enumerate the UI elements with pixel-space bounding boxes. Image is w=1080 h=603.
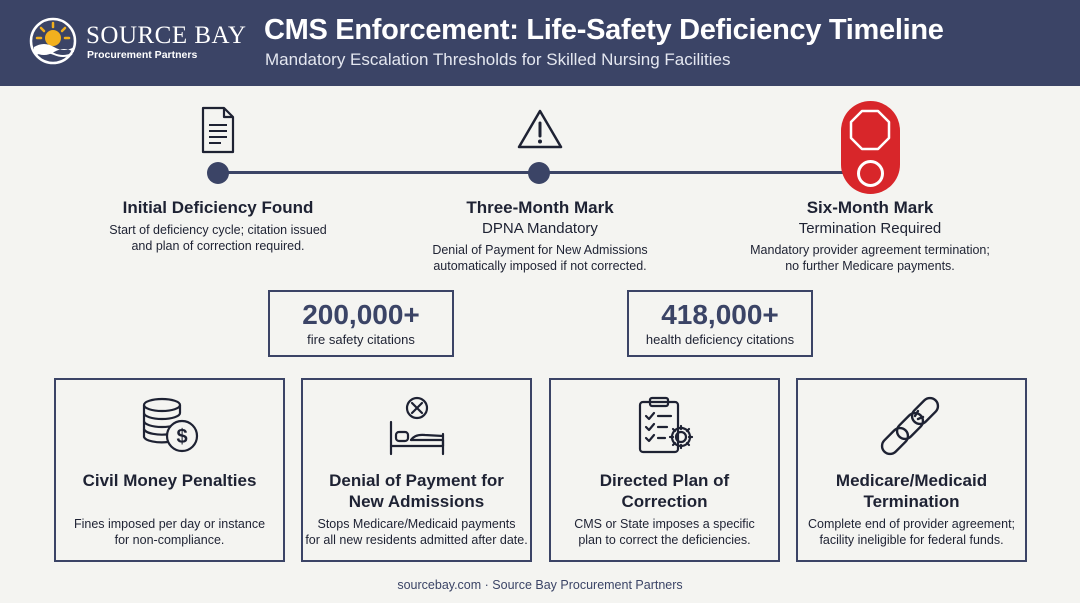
broken-chain-icon: [880, 396, 939, 456]
card-termination: Medicare/Medicaid Termination Complete e…: [796, 378, 1027, 562]
svg-text:$: $: [176, 426, 187, 448]
milestone-desc-line1: Mandatory provider agreement termination…: [750, 243, 990, 257]
document-icon: [201, 106, 235, 154]
milestone-three-month: Three-Month Mark DPNA Mandatory Denial o…: [410, 198, 670, 274]
card-title: Civil Money Penalties: [82, 471, 257, 490]
milestone-desc-line1: Start of deficiency cycle; citation issu…: [109, 223, 327, 237]
card-title: Directed Plan of Correction: [599, 471, 730, 511]
coins-dollar-icon: $: [142, 397, 198, 453]
milestone-desc-line2: no further Medicare payments.: [785, 259, 955, 273]
milestone-title: Initial Deficiency Found: [122, 198, 314, 217]
card-description: Stops Medicare/Medicaid payments for all…: [305, 517, 528, 547]
milestone-six-month: Six-Month Mark Termination Required Mand…: [735, 198, 1005, 274]
brand-name: SOURCE BAY: [86, 22, 247, 49]
page-subtitle: Mandatory Escalation Thresholds for Skil…: [265, 50, 731, 69]
card-description: CMS or State imposes a specific plan to …: [574, 517, 755, 547]
stat-fire-safety: 200,000+ fire safety citations: [268, 290, 454, 357]
stat-value: 418,000+: [661, 299, 779, 330]
card-denial-of-payment: Denial of Payment for New Admissions Sto…: [301, 378, 532, 562]
card-civil-money-penalties: $ Civil Money Penalties Fines imposed pe…: [54, 378, 285, 562]
stat-health-deficiency: 418,000+ health deficiency citations: [627, 290, 813, 357]
milestone-desc-line1: Denial of Payment for New Admissions: [432, 243, 648, 257]
milestone-title: Six-Month Mark: [806, 198, 934, 217]
milestone-subtitle: DPNA Mandatory: [482, 220, 598, 237]
milestone-desc-line2: automatically imposed if not corrected.: [433, 259, 647, 273]
clipboard-gear-icon: [638, 396, 693, 454]
card-description: Complete end of provider agreement; faci…: [807, 517, 1016, 547]
timeline-node-six-month: [857, 160, 884, 187]
milestone-title: Three-Month Mark: [466, 198, 614, 217]
card-title: Medicare/Medicaid Termination: [835, 471, 988, 511]
stop-sign-icon: [849, 109, 891, 151]
sun-wave-logo-icon: [29, 17, 77, 65]
page-title: CMS Enforcement: Life-Safety Deficiency …: [264, 14, 944, 46]
milestone-desc-line2: and plan of correction required.: [131, 239, 305, 253]
warning-icon: [517, 109, 563, 149]
stat-value: 200,000+: [302, 299, 420, 330]
brand-subtitle: Procurement Partners: [87, 49, 198, 61]
card-description: Fines imposed per day or instance for no…: [73, 517, 266, 547]
card-title: Denial of Payment for New Admissions: [329, 471, 504, 511]
stat-label: health deficiency citations: [645, 332, 795, 347]
timeline-node-three-month: [528, 162, 550, 184]
header-bar: SOURCE BAY Procurement Partners CMS Enfo…: [0, 0, 1080, 86]
brand-logo[interactable]: SOURCE BAY Procurement Partners: [28, 16, 246, 72]
milestone-subtitle: Termination Required: [798, 220, 942, 237]
card-directed-plan: Directed Plan of Correction CMS or State…: [549, 378, 780, 562]
bed-denied-icon: [389, 396, 444, 456]
timeline-node-initial: [207, 162, 229, 184]
stat-label: fire safety citations: [307, 332, 415, 347]
footer-text[interactable]: sourcebay.com · Source Bay Procurement P…: [397, 578, 683, 592]
milestone-initial: Initial Deficiency Found Start of defici…: [98, 198, 338, 254]
